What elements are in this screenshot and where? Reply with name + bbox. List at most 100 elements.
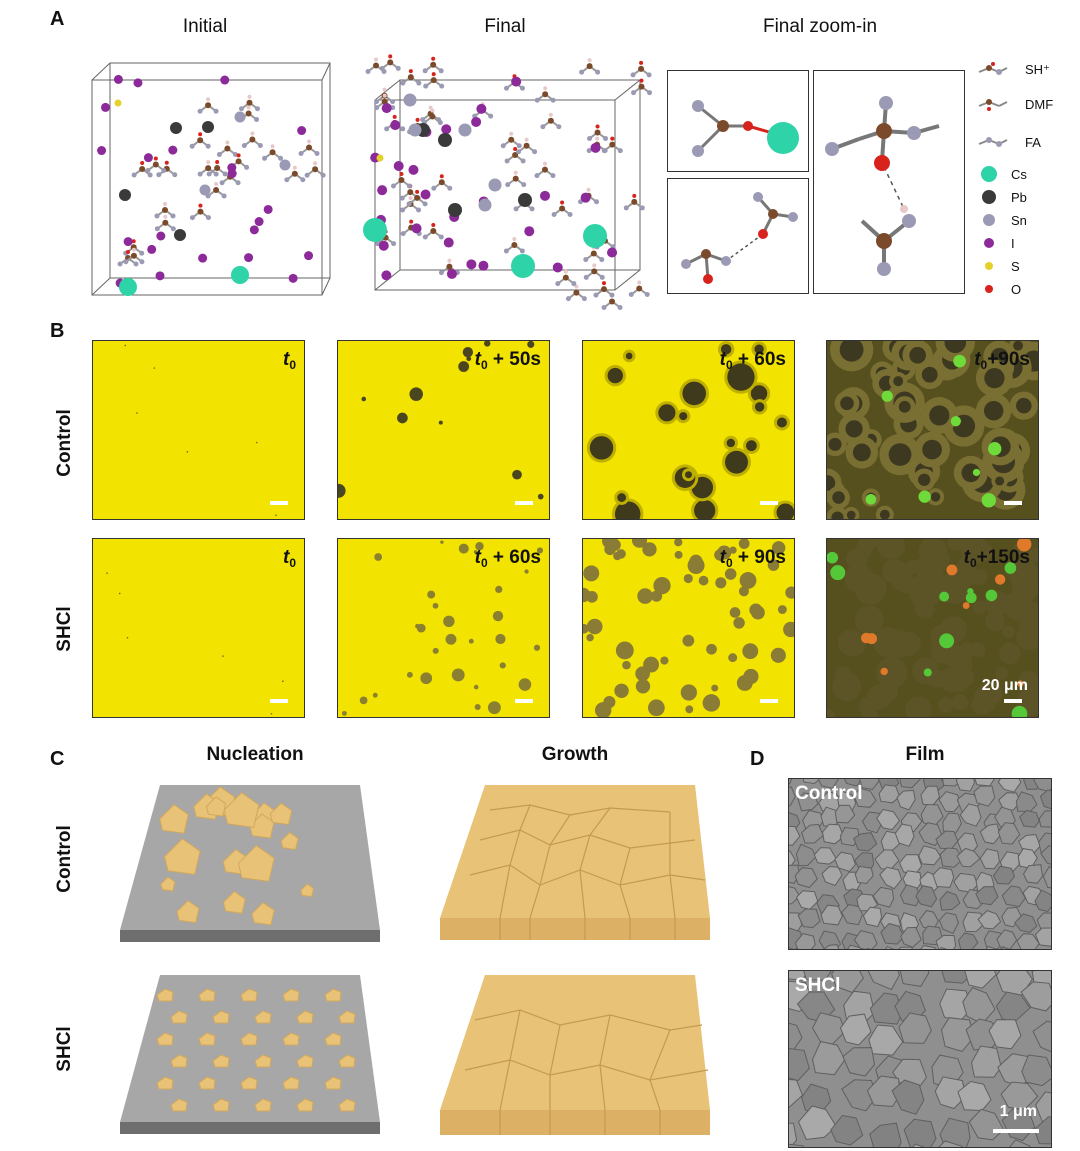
sem-grain xyxy=(869,1122,902,1147)
grain xyxy=(927,669,946,688)
molecule-atom xyxy=(630,72,636,78)
molecule-atom xyxy=(163,214,168,219)
nucleus xyxy=(776,417,787,428)
green-region xyxy=(981,493,996,508)
nucleus xyxy=(711,684,719,692)
molecule-atom xyxy=(152,161,159,168)
nucleus xyxy=(674,539,683,547)
molecule-atom xyxy=(512,236,517,241)
sem-grain xyxy=(797,1105,837,1141)
grain-core xyxy=(893,376,904,387)
nucleus xyxy=(749,603,763,617)
molecule-atom xyxy=(163,201,168,206)
molecule-atom xyxy=(205,165,212,172)
sem-grain xyxy=(789,779,793,785)
sem-grain xyxy=(953,872,979,893)
molecule-atom xyxy=(590,250,597,257)
crystal-nucleus xyxy=(324,988,342,1002)
nucleus xyxy=(445,633,457,645)
sem-grain xyxy=(1016,933,1040,949)
molecule-atom xyxy=(225,140,230,145)
grain-core xyxy=(828,437,842,451)
sem-grain xyxy=(876,808,901,831)
molecule-atom xyxy=(145,167,151,173)
molecule-atom xyxy=(438,68,444,74)
sem-grain xyxy=(974,779,995,787)
molecule-atom xyxy=(244,164,250,170)
tin-atom xyxy=(408,123,422,137)
crystal-nucleus xyxy=(338,1054,356,1068)
header-nucleation: Nucleation xyxy=(206,744,304,765)
grain-core xyxy=(888,443,912,466)
molecule-atom xyxy=(430,108,435,113)
sem-grain xyxy=(846,944,862,949)
green-region xyxy=(923,668,932,677)
crystal-nucleus xyxy=(222,890,246,914)
nucleus xyxy=(537,493,544,500)
nucleus xyxy=(609,539,621,551)
molecule-atom xyxy=(257,143,263,149)
header-film: Film xyxy=(905,744,945,765)
crystal-nucleus xyxy=(338,1010,356,1024)
crystal-nucleus xyxy=(254,1010,272,1024)
sem-grain xyxy=(789,1079,804,1109)
sem-grain xyxy=(789,1122,798,1147)
molecule-atom xyxy=(519,85,525,91)
molecule-atom xyxy=(500,143,506,149)
nucleus xyxy=(785,586,794,599)
atom-swatch-icon xyxy=(985,285,993,293)
crystal-nucleus xyxy=(324,1076,342,1090)
green-region xyxy=(1011,705,1028,717)
molecule-atom xyxy=(312,166,319,173)
molecule-atom xyxy=(262,155,268,161)
nucleus xyxy=(583,623,589,634)
molecule-atom xyxy=(406,201,412,207)
sem-grain xyxy=(853,930,878,949)
orange-region xyxy=(1017,680,1024,687)
iodine-atom xyxy=(607,247,618,258)
legend-atom-o: O xyxy=(975,279,1021,299)
molecule-atom xyxy=(298,150,304,156)
nucleus xyxy=(685,705,694,714)
grain xyxy=(914,598,935,619)
molecule-atom xyxy=(161,167,167,173)
molecule-atom xyxy=(392,114,397,119)
sem-grain xyxy=(842,1047,876,1077)
green-region xyxy=(965,592,977,604)
nucleus xyxy=(738,586,749,597)
iodine-atom xyxy=(97,146,107,156)
nucleus xyxy=(739,572,757,589)
molecule-atom xyxy=(126,250,131,255)
molecule-atom xyxy=(599,274,605,280)
lead-atom xyxy=(119,189,131,201)
nucleus xyxy=(754,402,765,412)
sem-grain xyxy=(939,890,961,911)
sem-grain xyxy=(1000,945,1010,949)
molecule-atom xyxy=(644,292,650,298)
molecule-atom xyxy=(638,65,645,72)
sem-grain xyxy=(896,789,916,811)
header-final: Final xyxy=(484,16,526,37)
grain-core xyxy=(1016,397,1032,414)
sem-grain xyxy=(789,864,801,884)
grain xyxy=(837,629,865,657)
row-label-shcl-c: SHCl xyxy=(54,1026,75,1072)
nucleus xyxy=(589,436,614,460)
grain-core xyxy=(929,405,950,426)
grain xyxy=(905,696,932,717)
molecule-atom xyxy=(447,185,453,191)
nucleus xyxy=(458,543,469,554)
iodine-atom xyxy=(147,244,157,254)
speck xyxy=(282,680,284,682)
molecule-atom xyxy=(320,172,326,178)
sem-grain xyxy=(1042,866,1051,889)
molecule-atom xyxy=(631,90,637,96)
molecule-atom xyxy=(314,150,320,156)
sem-grain xyxy=(1022,864,1044,884)
molecule-atom xyxy=(306,144,313,151)
grain xyxy=(858,696,878,716)
sem-grain xyxy=(789,1143,804,1147)
molecule-atom xyxy=(408,195,413,200)
molecule-atom xyxy=(224,145,231,152)
molecule-atom xyxy=(511,241,518,248)
